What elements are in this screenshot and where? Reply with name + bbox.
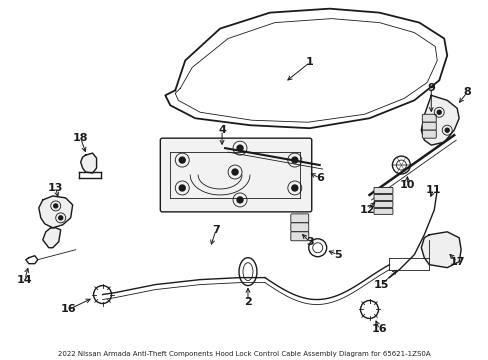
Text: 10: 10 (399, 180, 414, 190)
Text: 2022 Nissan Armada Anti-Theft Components Hood Lock Control Cable Assembly Diagra: 2022 Nissan Armada Anti-Theft Components… (58, 351, 429, 357)
Circle shape (237, 145, 243, 151)
Circle shape (444, 128, 448, 132)
FancyBboxPatch shape (373, 208, 392, 214)
Text: 14: 14 (17, 275, 33, 285)
Polygon shape (81, 153, 96, 173)
Polygon shape (421, 232, 460, 268)
Circle shape (237, 197, 243, 203)
Text: 2: 2 (244, 297, 251, 306)
Text: 16: 16 (371, 324, 386, 334)
FancyBboxPatch shape (160, 138, 311, 212)
Text: 1: 1 (305, 58, 313, 67)
FancyBboxPatch shape (290, 232, 308, 241)
Text: 15: 15 (373, 280, 388, 289)
Polygon shape (39, 196, 73, 228)
FancyBboxPatch shape (422, 130, 435, 138)
FancyBboxPatch shape (422, 114, 435, 122)
Text: 16: 16 (61, 305, 76, 315)
Text: 11: 11 (425, 185, 440, 195)
Text: 9: 9 (427, 84, 434, 93)
Circle shape (179, 185, 185, 191)
FancyBboxPatch shape (373, 194, 392, 201)
Circle shape (59, 216, 62, 220)
Text: 8: 8 (462, 87, 470, 97)
Circle shape (291, 157, 297, 163)
FancyBboxPatch shape (373, 201, 392, 207)
Text: 4: 4 (218, 125, 225, 135)
Text: 13: 13 (48, 183, 63, 193)
FancyBboxPatch shape (290, 223, 308, 232)
Circle shape (436, 110, 440, 114)
Circle shape (179, 157, 185, 163)
Circle shape (291, 185, 297, 191)
Polygon shape (421, 95, 458, 145)
Text: 18: 18 (73, 133, 88, 143)
Circle shape (232, 169, 238, 175)
FancyBboxPatch shape (373, 188, 392, 193)
Text: 12: 12 (359, 205, 374, 215)
Polygon shape (42, 228, 61, 248)
Text: 7: 7 (212, 225, 220, 235)
FancyBboxPatch shape (290, 214, 308, 223)
FancyBboxPatch shape (422, 122, 435, 130)
Text: 6: 6 (315, 173, 323, 183)
Text: 5: 5 (333, 250, 341, 260)
Circle shape (54, 204, 58, 208)
Text: 17: 17 (448, 257, 464, 267)
Text: 3: 3 (305, 237, 313, 247)
